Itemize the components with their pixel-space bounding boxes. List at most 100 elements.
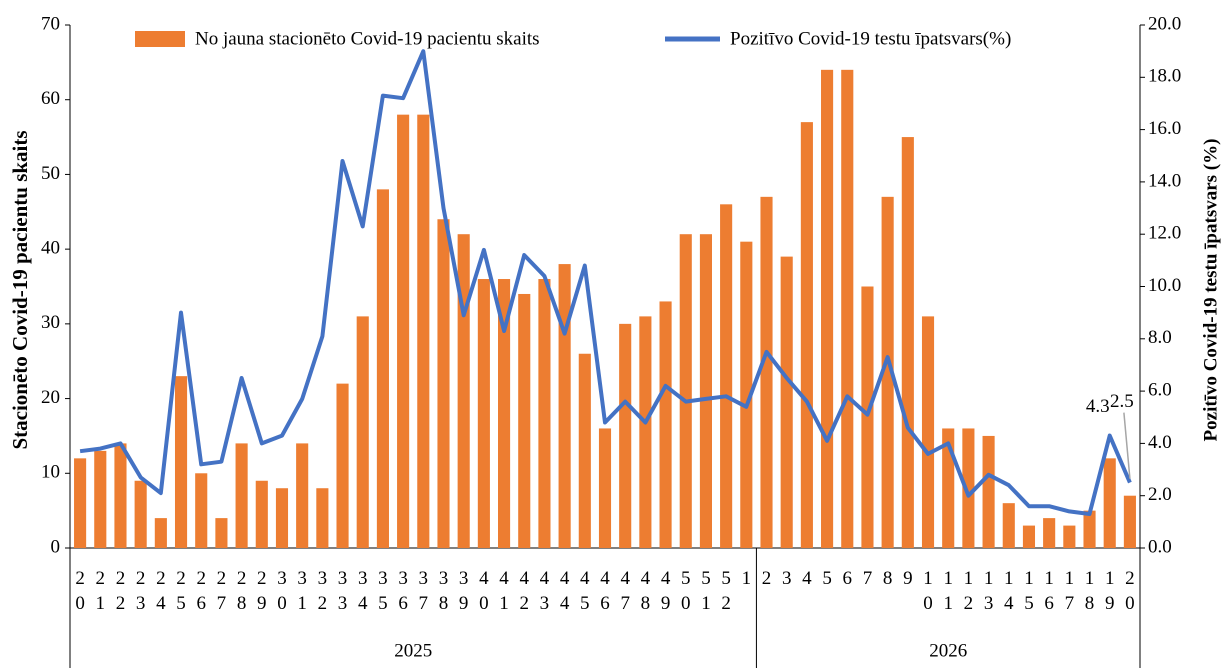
x-tick-label: 5	[822, 568, 832, 589]
y2-tick-label: 12.0	[1148, 223, 1181, 244]
bar	[942, 428, 955, 548]
bar	[174, 376, 188, 548]
y-tick-label: 60	[41, 88, 60, 109]
bar	[1002, 503, 1015, 548]
x-tick-label: 2	[762, 568, 772, 589]
bar	[861, 286, 874, 548]
bar	[639, 316, 652, 548]
y2-tick-label: 10.0	[1148, 275, 1181, 296]
bar	[356, 316, 369, 548]
bar	[538, 279, 551, 548]
x-tick-label: 3	[782, 568, 792, 589]
x-tick-label: 7	[863, 568, 873, 589]
y-tick-label: 0	[51, 536, 61, 557]
bar	[679, 234, 692, 548]
bar	[518, 293, 531, 548]
y2-tick-label: 18.0	[1148, 66, 1181, 87]
bar	[195, 473, 208, 548]
data-label: 4.3	[1086, 396, 1110, 417]
group-label: 2025	[394, 640, 432, 661]
bar	[1063, 525, 1076, 548]
bar	[94, 450, 107, 548]
x-tick-label: 6	[843, 568, 853, 589]
label-leader	[1123, 412, 1131, 479]
y-tick-label: 20	[41, 387, 60, 408]
y2-tick-label: 6.0	[1148, 379, 1172, 400]
bar	[376, 189, 389, 548]
bar	[699, 234, 712, 548]
legend-label: Pozitīvo Covid-19 testu īpatsvars(%)	[730, 28, 1011, 49]
line	[79, 49, 1132, 516]
y2-tick-label: 2.0	[1148, 484, 1172, 505]
bar	[498, 279, 511, 548]
bar	[921, 316, 935, 548]
bar	[720, 204, 733, 549]
bar	[457, 234, 470, 548]
y-tick-label: 40	[41, 238, 60, 259]
bar	[1022, 525, 1036, 548]
bar	[881, 196, 894, 549]
x-tick-label: 8	[883, 568, 893, 589]
bar	[74, 458, 87, 548]
bar	[962, 428, 975, 548]
bar	[417, 114, 430, 549]
bar	[255, 480, 268, 548]
y2-tick-label: 16.0	[1148, 118, 1181, 139]
bar	[437, 219, 450, 548]
bar	[296, 443, 309, 548]
y2-tick-label: 8.0	[1148, 327, 1172, 348]
y-tick-label: 70	[41, 13, 60, 34]
bar	[558, 264, 571, 548]
bar	[134, 480, 147, 548]
legend-label: No jauna stacionēto Covid-19 pacientu sk…	[195, 28, 540, 49]
bar	[1123, 495, 1136, 548]
bar	[1103, 458, 1116, 548]
legend-swatch	[135, 31, 185, 47]
y2-tick-label: 20.0	[1148, 13, 1181, 34]
bar	[1043, 518, 1056, 548]
y-tick-label: 30	[41, 312, 60, 333]
bar	[760, 196, 773, 549]
bar	[154, 518, 167, 548]
bar	[275, 488, 289, 548]
y-tick-label: 50	[41, 163, 60, 184]
bar	[841, 69, 854, 548]
bar	[316, 488, 329, 548]
bar	[336, 383, 349, 548]
y-tick-label: 10	[41, 462, 60, 483]
bar	[477, 279, 490, 548]
bar	[1083, 510, 1096, 548]
